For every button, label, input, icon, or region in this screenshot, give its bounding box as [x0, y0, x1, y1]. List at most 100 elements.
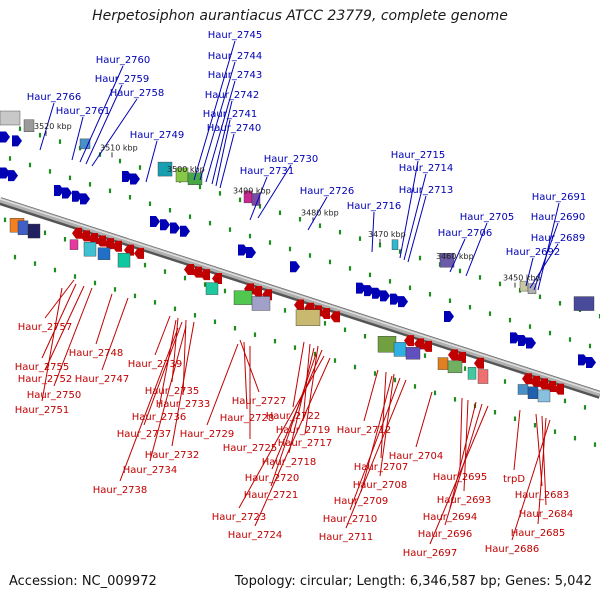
- gene-label: Haur_2744: [208, 51, 263, 62]
- reverse-gene-arrow: [554, 383, 564, 395]
- leader-line: [215, 119, 231, 187]
- forward-gene-arrow: [62, 187, 72, 199]
- leader-line: [257, 164, 292, 219]
- gene-label: Haur_2738: [93, 485, 148, 496]
- gene-label: Haur_2761: [56, 106, 111, 117]
- gene-label: Haur_2736: [132, 412, 187, 423]
- forward-gene-arrow: [578, 354, 588, 366]
- leader-line: [525, 257, 534, 287]
- leader-line: [53, 287, 93, 387]
- reverse-gene-arrow: [134, 247, 144, 259]
- accession-text: Accession: NC_009972: [9, 574, 157, 589]
- gene-label: Haur_2694: [423, 512, 478, 523]
- gene-feature-block: [205, 282, 219, 295]
- leader-line: [399, 160, 419, 259]
- backbone-layer: [0, 197, 600, 399]
- leader-line: [243, 341, 248, 410]
- forward-gene-arrow: [290, 261, 300, 273]
- gene-feature-block: [447, 360, 463, 374]
- reverse-gene-arrow: [474, 357, 484, 369]
- forward-gene-arrow: [526, 337, 536, 349]
- gene-label: Haur_2707: [354, 462, 409, 473]
- gene-feature-block: [157, 161, 173, 177]
- leader-line: [171, 317, 179, 383]
- forward-gene-arrow: [246, 247, 256, 259]
- gene-label: Haur_2758: [110, 88, 165, 99]
- leader-line: [145, 140, 158, 183]
- leader-line: [85, 84, 123, 165]
- gene-feature-block: [391, 239, 399, 250]
- forward-gene-arrow: [364, 285, 374, 297]
- gene-feature-block: [527, 386, 539, 399]
- forward-gene-arrow: [518, 334, 528, 346]
- forward-gene-arrow: [380, 290, 390, 302]
- gene-label: Haur_2732: [145, 450, 200, 461]
- reverse-gene-arrow: [294, 299, 304, 311]
- leader-line: [41, 287, 63, 402]
- reverse-gene-arrow: [72, 227, 82, 239]
- gene-label: Haur_2714: [399, 163, 454, 174]
- leader-line: [71, 116, 84, 161]
- reverse-gene-arrow: [88, 232, 98, 244]
- reverse-gene-arrow: [546, 381, 556, 393]
- leader-line: [205, 80, 236, 183]
- genome-summary-text: Topology: circular; Length: 6,346,587 bp…: [234, 574, 592, 589]
- reverse-gene-arrow: [404, 335, 414, 347]
- leader-line: [415, 391, 433, 448]
- reverse-gene-arrow: [212, 273, 222, 285]
- gene-label: Haur_2690: [531, 212, 586, 223]
- gene-feature-block: [537, 389, 551, 403]
- leader-line-layer: [39, 40, 560, 545]
- gene-feature-block: [233, 290, 253, 305]
- forward-gene-arrow: [0, 167, 10, 179]
- gene-label: Haur_2740: [207, 123, 262, 134]
- gene-label: Haur_2760: [96, 55, 151, 66]
- leader-line: [238, 355, 325, 509]
- forward-gene-arrow: [180, 225, 190, 237]
- gene-label: Haur_2745: [208, 30, 263, 41]
- gene-label: Haur_2727: [232, 396, 287, 407]
- gene-label: Haur_2689: [531, 233, 586, 244]
- gene-label: Haur_2733: [156, 399, 211, 410]
- gene-feature-block: [477, 369, 489, 384]
- reverse-gene-arrow: [112, 240, 122, 252]
- reverse-gene-arrow: [414, 338, 424, 350]
- reverse-gene-arrow: [104, 238, 114, 250]
- gene-label: Haur_2693: [437, 495, 492, 506]
- leader-line: [154, 315, 171, 356]
- gene-label: Haur_2705: [460, 212, 515, 223]
- gene-label: Haur_2683: [515, 490, 570, 501]
- gene-label: Haur_2751: [15, 405, 70, 416]
- leader-line: [360, 375, 393, 493]
- leader-line: [143, 321, 183, 426]
- leader-line: [304, 345, 319, 435]
- coordinate-label: 3520 kbp: [34, 122, 72, 131]
- gene-feature-block: [83, 241, 97, 257]
- gene-label: Haur_2742: [205, 90, 260, 101]
- reverse-gene-arrow: [184, 263, 194, 275]
- gene-label: Haur_2696: [418, 529, 473, 540]
- gene-label: Haur_2712: [337, 425, 392, 436]
- leader-line: [363, 369, 379, 422]
- gene-feature-block: [251, 296, 271, 311]
- gene-feature-block: [23, 119, 35, 132]
- gene-label: Haur_2709: [334, 496, 389, 507]
- leader-line: [101, 297, 129, 371]
- coordinate-label: 3480 kbp: [301, 208, 339, 217]
- leader-line: [39, 102, 55, 151]
- gene-label: Haur_2686: [485, 544, 540, 555]
- gene-label: Haur_2757: [18, 322, 73, 333]
- leader-line: [158, 319, 177, 409]
- gene-label: Haur_2729: [180, 429, 235, 440]
- leader-line: [429, 405, 489, 545]
- gene-feature-block: [97, 247, 111, 260]
- gene-feature-block: [527, 283, 537, 294]
- gene-label: trpD: [503, 474, 525, 485]
- reverse-gene-arrow: [252, 285, 262, 297]
- gene-label: Haur_2730: [264, 154, 319, 165]
- coordinate-label: 3470 kbp: [368, 230, 406, 239]
- gene-label: Haur_2741: [203, 109, 258, 120]
- leader-line: [171, 321, 195, 447]
